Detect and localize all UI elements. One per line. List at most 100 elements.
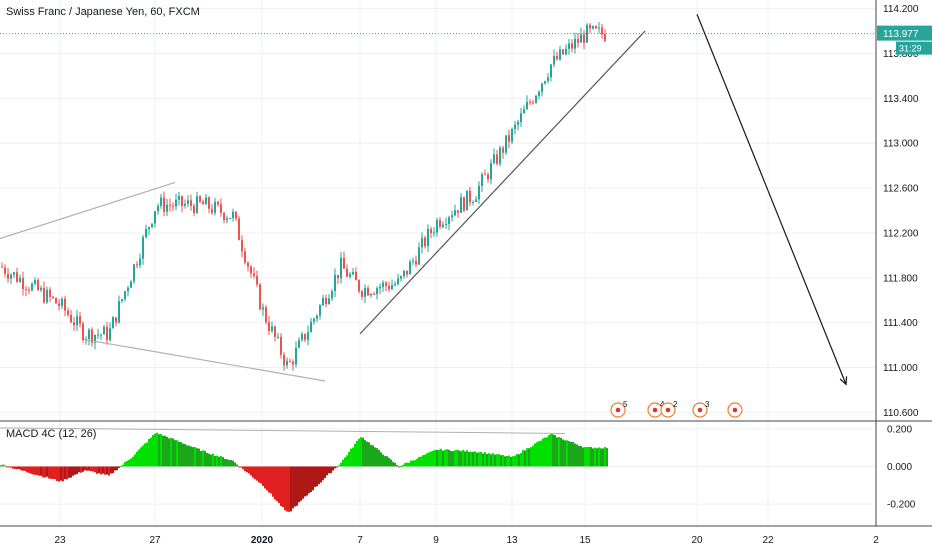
candle-body <box>478 186 480 200</box>
macd-bar <box>278 466 280 503</box>
macd-bar <box>302 466 304 499</box>
macd-bar <box>170 437 172 467</box>
macd-bar <box>408 462 410 467</box>
candle-body <box>184 203 186 206</box>
candle-body <box>256 275 258 285</box>
macd-bar <box>550 433 552 467</box>
candle-body <box>580 34 582 43</box>
macd-bar <box>2 464 4 467</box>
candle-body <box>508 135 510 142</box>
macd-bar <box>280 466 282 507</box>
macd-bar <box>368 442 370 467</box>
candle-body <box>73 322 75 326</box>
candle-body <box>520 113 522 123</box>
candle-body <box>346 268 348 277</box>
price-tick-label: 111.800 <box>883 273 918 284</box>
candle-body <box>61 298 63 307</box>
macd-bar <box>144 443 146 467</box>
macd-bar <box>404 463 406 467</box>
trend-line[interactable] <box>0 181 176 240</box>
candle-body <box>292 361 294 365</box>
candle-body <box>433 232 435 234</box>
macd-bar <box>266 466 268 491</box>
candle-body <box>322 297 324 306</box>
macd-bar <box>304 466 306 497</box>
macd-bar <box>18 466 20 469</box>
macd-bar <box>204 450 206 467</box>
candle-body <box>373 293 375 295</box>
macd-bar <box>124 462 126 467</box>
macd-bar <box>350 448 352 467</box>
candle-body <box>175 199 177 207</box>
candle-body <box>19 277 21 282</box>
candle-body <box>319 305 321 316</box>
forecast-arrow[interactable] <box>696 13 847 385</box>
candle-body <box>574 38 576 49</box>
macd-bar <box>294 466 296 507</box>
macd-bar <box>248 466 250 474</box>
macd-bar <box>330 466 332 474</box>
trend-line[interactable] <box>83 338 326 382</box>
macd-bar <box>458 450 460 467</box>
macd-bar <box>138 449 140 467</box>
macd-bar <box>516 453 518 467</box>
event-count: 3 <box>705 400 710 409</box>
event-marker-dot <box>652 407 658 413</box>
candle-body <box>604 34 606 41</box>
macd-bar <box>68 466 70 478</box>
macd-bar <box>152 435 154 467</box>
macd-bar <box>264 466 266 489</box>
macd-bar <box>222 457 224 467</box>
candle-body <box>112 317 114 329</box>
candle-body <box>391 285 393 290</box>
macd-bar <box>42 466 44 478</box>
candle-body <box>562 49 564 55</box>
trend-line[interactable] <box>359 30 646 335</box>
candle-body <box>247 262 249 267</box>
macd-bar <box>492 453 494 467</box>
macd-trend-line[interactable] <box>0 427 566 434</box>
macd-bar <box>440 448 442 467</box>
candle-body <box>88 329 90 339</box>
macd-bar <box>468 451 470 467</box>
candle-body <box>94 334 96 343</box>
macd-bar <box>172 438 174 467</box>
macd-bar <box>128 459 130 467</box>
candle-body <box>103 326 105 335</box>
macd-bar <box>92 466 94 472</box>
macd-bar <box>216 455 218 467</box>
macd-bar <box>506 455 508 467</box>
time-tick-label: 20 <box>691 535 703 546</box>
candle-body <box>10 274 12 279</box>
macd-bar <box>112 466 114 474</box>
macd-bar <box>72 466 74 476</box>
macd-bar <box>146 442 148 467</box>
candle-body <box>424 237 426 247</box>
macd-bar <box>76 466 78 475</box>
macd-bar <box>452 451 454 467</box>
candle-body <box>568 43 570 49</box>
candle-body <box>460 197 462 213</box>
macd-bar <box>422 455 424 467</box>
macd-bar <box>282 466 284 508</box>
macd-bar <box>234 462 236 467</box>
macd-bar <box>106 466 108 475</box>
candle-body <box>160 197 162 206</box>
macd-tick-label: 0.000 <box>887 462 912 473</box>
macd-bar <box>374 447 376 467</box>
candle-body <box>199 196 201 202</box>
candle-body <box>439 220 441 227</box>
macd-bar <box>534 443 536 467</box>
macd-bar <box>98 466 100 474</box>
macd-bar <box>482 453 484 467</box>
macd-bar <box>210 454 212 467</box>
macd-bar <box>268 466 270 493</box>
candle-body <box>148 227 150 230</box>
candle-body <box>118 301 120 323</box>
candle-body <box>430 229 432 233</box>
macd-bar <box>514 455 516 467</box>
candle-body <box>169 204 171 206</box>
candle-body <box>412 260 414 262</box>
time-tick-label: 2 <box>873 535 879 546</box>
